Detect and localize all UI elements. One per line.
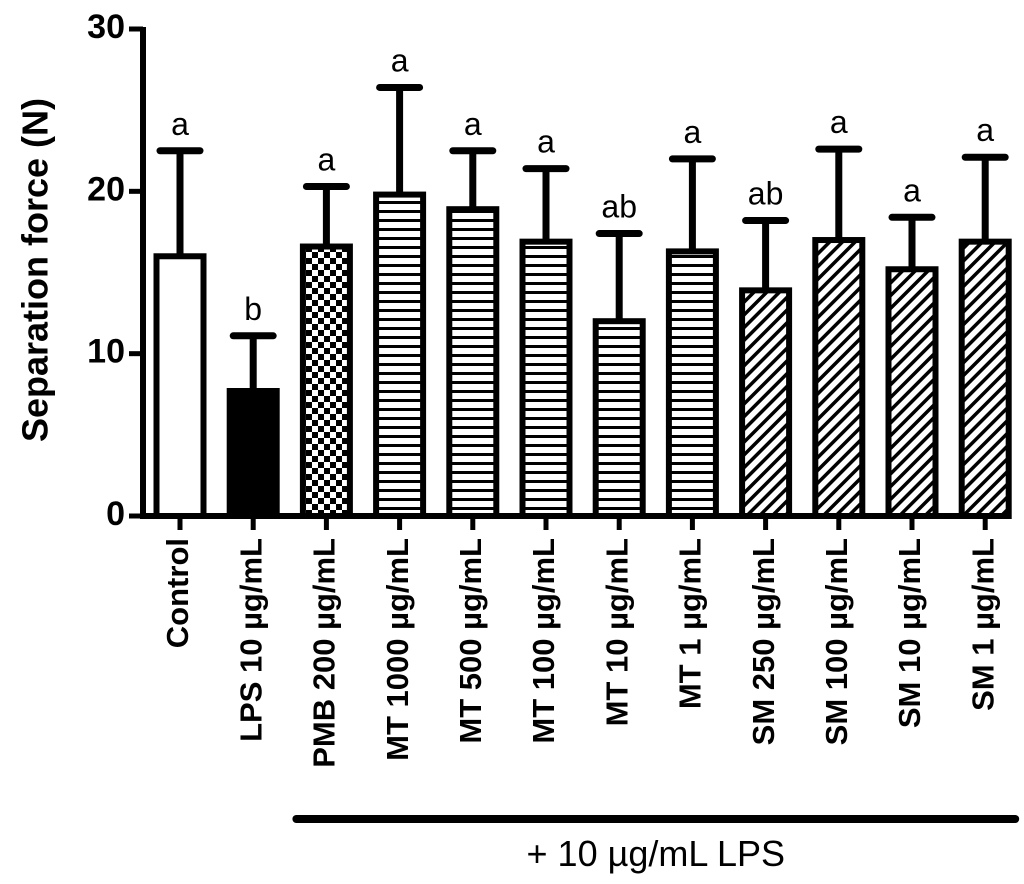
x-tick-label: MT 1000 µg/mL	[380, 538, 415, 761]
x-tick-label: MT 500 µg/mL	[453, 538, 488, 744]
x-tick-labels: Control LPS 10 µg/mL PMB 200 µg/mL MT 1000 …	[160, 538, 1000, 768]
x-tick-label: SM 10 µg/mL	[892, 538, 927, 728]
bar	[373, 191, 427, 520]
bar	[592, 318, 646, 520]
significance-label: a	[391, 42, 409, 78]
bar	[739, 287, 793, 519]
significance-label: ab	[748, 176, 784, 212]
significance-label: a	[684, 114, 702, 150]
y-axis-label: Separation force (N)	[15, 98, 56, 442]
y-tick-label: 20	[87, 170, 125, 208]
bar	[153, 253, 207, 519]
group-annotation-label: + 10 µg/mL LPS	[527, 833, 786, 874]
bar	[519, 238, 573, 519]
significance-label: a	[318, 141, 336, 177]
x-tick-label: SM 1 µg/mL	[965, 538, 1000, 711]
significance-label: b	[244, 291, 262, 327]
bar	[446, 206, 500, 519]
significance-label: a	[976, 112, 994, 148]
significance-label: ab	[601, 189, 637, 225]
x-tick-label: MT 100 µg/mL	[526, 538, 561, 744]
y-tick-label: 0	[106, 495, 125, 533]
x-tick-label: SM 100 µg/mL	[819, 538, 854, 745]
x-tick-label: LPS 10 µg/mL	[233, 538, 268, 742]
significance-label: a	[537, 124, 555, 160]
significance-label: a	[903, 172, 921, 208]
significance-label: a	[171, 106, 189, 142]
bar	[299, 243, 353, 519]
y-tick-label: 30	[87, 8, 125, 46]
bar	[226, 388, 280, 519]
bar	[812, 237, 866, 520]
significance-label: a	[464, 106, 482, 142]
bar	[958, 238, 1012, 519]
bar	[665, 248, 719, 519]
x-tick-label: MT 1 µg/mL	[673, 538, 708, 709]
x-tick-label: MT 10 µg/mL	[599, 538, 634, 726]
y-tick-label: 10	[87, 333, 125, 371]
significance-label: a	[830, 104, 848, 140]
x-tick-label: SM 250 µg/mL	[746, 538, 781, 745]
bar	[885, 266, 939, 519]
x-tick-label: Control	[160, 538, 195, 648]
x-tick-label: PMB 200 µg/mL	[307, 538, 342, 768]
